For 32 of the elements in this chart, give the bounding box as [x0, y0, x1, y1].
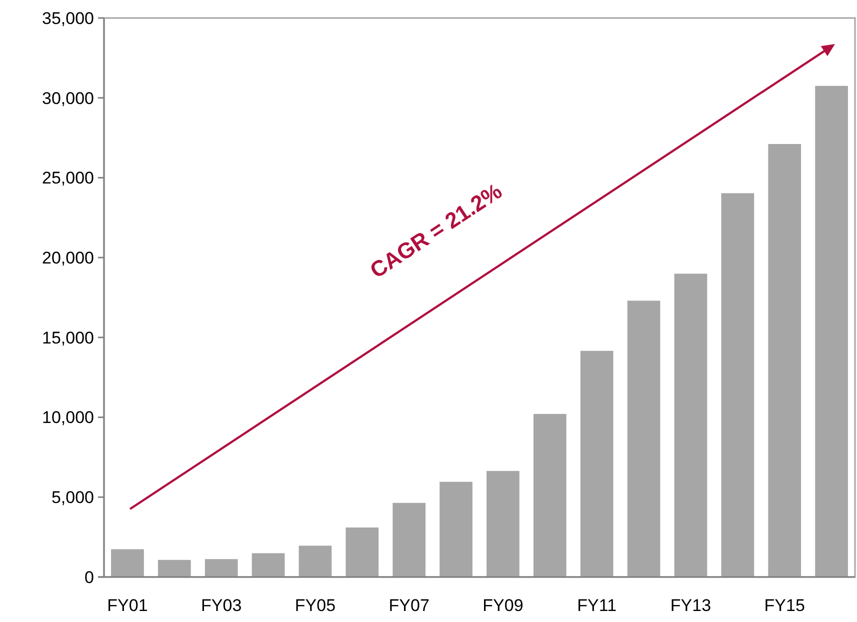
bar — [627, 300, 660, 577]
bar — [533, 414, 566, 577]
x-tick-label: FY01 — [107, 596, 148, 615]
bar — [440, 482, 472, 577]
bar — [580, 350, 614, 577]
bar — [815, 86, 848, 577]
bar — [486, 470, 520, 577]
bar — [111, 549, 144, 577]
x-tick-label: FY05 — [294, 596, 336, 615]
y-tick-label: 0 — [84, 568, 94, 587]
bar — [674, 274, 708, 577]
x-tick-label: FY11 — [577, 596, 617, 615]
x-tick-label: FY15 — [764, 596, 805, 615]
bar — [721, 193, 754, 577]
x-tick-label: FY09 — [482, 596, 524, 615]
bar — [298, 546, 332, 577]
y-tick-label: 10,000 — [42, 408, 94, 428]
y-tick-label: 15,000 — [42, 328, 94, 348]
bar — [768, 144, 802, 577]
bar — [204, 559, 238, 577]
x-tick-label: FY03 — [201, 596, 242, 615]
y-tick-label: 5,000 — [51, 488, 94, 508]
bar — [158, 560, 191, 577]
bar — [346, 527, 379, 577]
y-tick-label: 25,000 — [42, 168, 94, 188]
y-tick-label: 20,000 — [42, 248, 94, 268]
x-tick-label: FY13 — [670, 596, 712, 615]
y-tick-label: 35,000 — [42, 8, 94, 28]
x-tick-label: FY07 — [388, 596, 430, 615]
bar — [392, 502, 426, 577]
bar — [252, 553, 285, 577]
y-tick-label: 30,000 — [42, 88, 94, 108]
